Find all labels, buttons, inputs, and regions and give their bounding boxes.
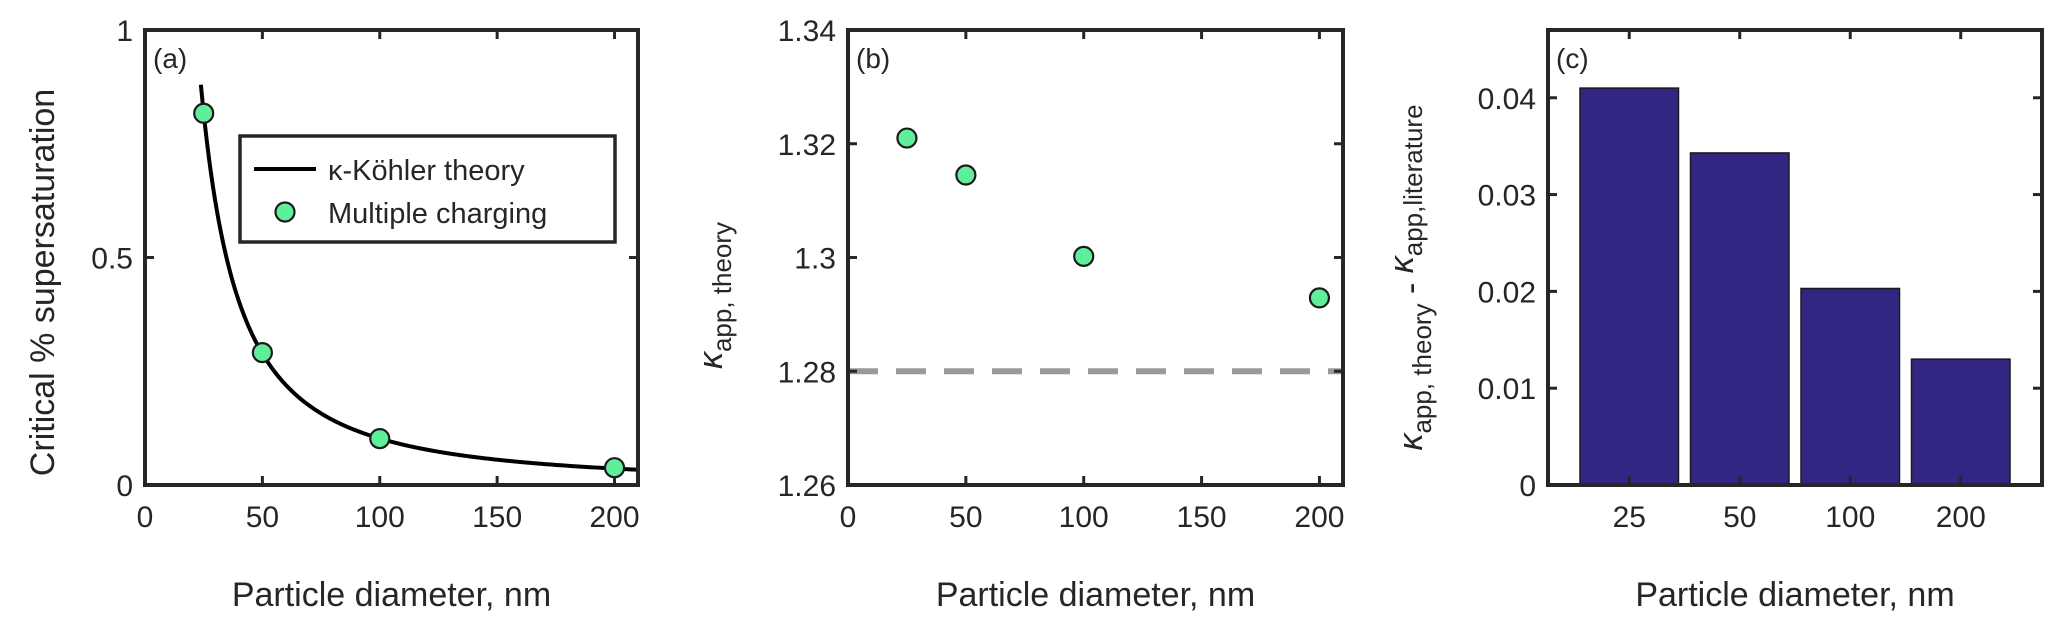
x-tick-label: 100 bbox=[1825, 501, 1875, 534]
y-tick-label: 1.3 bbox=[794, 243, 836, 276]
x-tick-label: 50 bbox=[246, 501, 279, 534]
x-axis-label: Particle diameter, nm bbox=[936, 576, 1255, 614]
y-tick-label: 0.5 bbox=[91, 243, 133, 276]
bar bbox=[1689, 152, 1790, 486]
y-tick-label: 0.03 bbox=[1478, 180, 1536, 213]
y-tick-label: 1.34 bbox=[778, 15, 836, 48]
y-axis-label-subscript: app, theory bbox=[1407, 303, 1437, 433]
multiple-charging-point bbox=[251, 341, 273, 364]
multiple-charging-point bbox=[369, 427, 391, 450]
kohler-theory-curve bbox=[198, 84, 638, 472]
y-tick-label: 0.04 bbox=[1478, 83, 1536, 116]
y-axis-label-separator: - bbox=[1392, 273, 1430, 303]
x-tick-label: 25 bbox=[1613, 501, 1646, 534]
plot-frame bbox=[1546, 28, 2044, 487]
x-tick-label: 0 bbox=[840, 501, 857, 534]
x-tick-label: 100 bbox=[1059, 501, 1109, 534]
y-axis-label: κapp, theory - κapp,literature bbox=[1383, 104, 1437, 450]
panel-a: 0 50 100 150 200 0 0.5 1 (a) Particle diameter, n… bbox=[24, 15, 640, 614]
panel-label: (b) bbox=[856, 43, 890, 74]
legend-box bbox=[238, 134, 617, 244]
x-axis-label: Particle diameter, nm bbox=[232, 576, 551, 614]
x-tick-label: 200 bbox=[1936, 501, 1986, 534]
y-axis-label: κapp, theory bbox=[692, 222, 737, 369]
y-axis-label-symbol: κ bbox=[692, 350, 730, 369]
y-tick-label: 1.28 bbox=[778, 356, 836, 389]
panel-c: 25 50 100 200 0 0.01 0.02 0.03 0.04 (c) Particle d… bbox=[1383, 28, 2044, 614]
y-tick-label: 0.02 bbox=[1478, 276, 1536, 309]
kappa-theory-point bbox=[955, 164, 977, 186]
kappa-theory-point bbox=[1308, 287, 1331, 309]
y-axis-label-subscript: app, theory bbox=[707, 222, 737, 352]
x-tick-label: 0 bbox=[137, 501, 154, 534]
x-tick-label: 200 bbox=[1294, 501, 1344, 534]
y-tick-label: 1 bbox=[116, 15, 133, 48]
y-tick-label: 0 bbox=[116, 470, 133, 503]
bar bbox=[1579, 87, 1680, 486]
y-axis-label: Critical % supersaturation bbox=[24, 89, 62, 476]
x-tick-label: 100 bbox=[355, 501, 405, 534]
x-tick-label: 150 bbox=[1177, 501, 1227, 534]
y-tick-label: 0 bbox=[1519, 470, 1536, 503]
legend-entry-theory: κ-Köhler theory bbox=[328, 155, 525, 187]
kappa-theory-point bbox=[1073, 245, 1095, 267]
x-tick-label: 150 bbox=[472, 501, 522, 534]
y-axis-label-subscript: app,literature bbox=[1398, 104, 1428, 256]
bar bbox=[1910, 358, 2011, 486]
y-tick-label: 1.32 bbox=[778, 129, 836, 162]
x-tick-label: 50 bbox=[1723, 501, 1756, 534]
panel-b: 0 50 100 150 200 1.26 1.28 1.3 1.32 1.34 (b) Partic… bbox=[692, 15, 1345, 614]
plot-frame bbox=[143, 28, 640, 487]
kappa-theory-point bbox=[896, 127, 918, 149]
legend-entry-multiple-charging: Multiple charging bbox=[328, 198, 547, 230]
plot-frame bbox=[846, 28, 1345, 487]
y-axis-label-symbol: κ bbox=[1392, 432, 1430, 451]
panel-label: (c) bbox=[1556, 43, 1589, 74]
x-tick-label: 200 bbox=[589, 501, 639, 534]
x-tick-label: 50 bbox=[949, 501, 982, 534]
multiple-charging-point bbox=[603, 457, 626, 479]
y-axis-label-symbol: κ bbox=[1383, 254, 1421, 273]
multiple-charging-point bbox=[193, 102, 215, 124]
bar bbox=[1800, 287, 1901, 486]
y-tick-label: 1.26 bbox=[778, 470, 836, 503]
y-tick-label: 0.01 bbox=[1478, 373, 1536, 406]
legend-marker-swatch bbox=[274, 201, 296, 223]
panel-label: (a) bbox=[153, 43, 187, 74]
x-axis-label: Particle diameter, nm bbox=[1635, 576, 1954, 614]
